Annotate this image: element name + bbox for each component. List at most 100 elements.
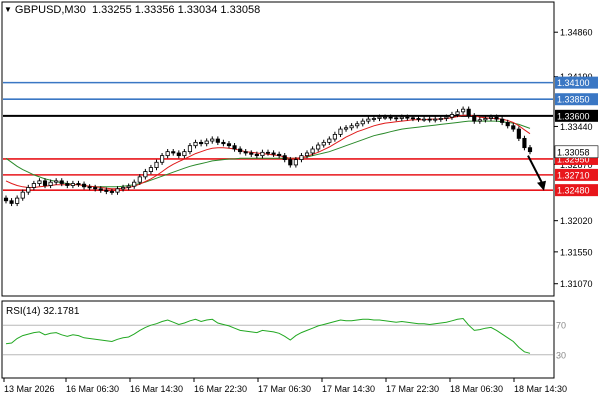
x-tick-label: 13 Mar 2026 — [4, 384, 55, 394]
candle-body — [3, 197, 9, 202]
collapse-triangle-icon: ▼ — [4, 5, 12, 14]
rsi-plot-frame — [1, 300, 555, 379]
candle-body — [505, 122, 510, 127]
candle-body — [176, 152, 181, 157]
candle-body — [488, 116, 494, 119]
candle-body — [104, 189, 109, 192]
candle-body — [265, 151, 271, 154]
candle-body — [343, 127, 349, 130]
candle-body — [249, 152, 254, 155]
current-price-label: 1.33058 — [557, 147, 590, 157]
x-tick-label: 16 Mar 06:30 — [66, 384, 119, 394]
candle-body — [332, 133, 337, 140]
arrow-head — [537, 180, 546, 191]
candle-body — [238, 148, 243, 153]
candle-body — [449, 114, 455, 118]
candle-body — [399, 116, 404, 119]
y-tick-label: 1.34860 — [560, 28, 593, 38]
candle-body — [93, 187, 98, 190]
candle-body — [527, 147, 533, 153]
candle-body — [98, 188, 103, 191]
y-tick-label: 1.31070 — [560, 279, 593, 289]
candle-body — [271, 152, 276, 155]
level-lines — [3, 81, 553, 191]
level-label: 1.32480 — [557, 186, 590, 196]
candle-body — [232, 145, 237, 150]
x-tick-label: 18 Mar 06:30 — [450, 384, 503, 394]
rsi-line — [5, 317, 531, 354]
rsi-level-label: 30 — [556, 350, 566, 360]
y-tick-label: 1.31550 — [560, 247, 593, 257]
candle-body — [148, 167, 154, 172]
x-tick-label: 17 Mar 06:30 — [258, 384, 311, 394]
candle-body — [466, 108, 471, 117]
candle-body — [115, 188, 120, 193]
candle-body — [477, 119, 482, 122]
candle-body — [316, 144, 321, 150]
candle-body — [416, 118, 421, 120]
candle-body — [226, 143, 232, 147]
arrow-shaft — [527, 155, 544, 186]
level-label-box — [555, 76, 598, 89]
candle-body — [54, 180, 59, 183]
candle-body — [472, 115, 477, 122]
candle-body — [160, 155, 165, 163]
candle-body — [494, 116, 499, 120]
level-label: 1.33850 — [557, 95, 590, 105]
candle-body — [137, 176, 142, 183]
candle-body — [321, 141, 326, 146]
candle-body — [70, 183, 75, 186]
y-tick-label: 1.33440 — [560, 122, 593, 132]
candle-body — [31, 183, 36, 188]
level-label-box — [555, 93, 598, 106]
candle-body — [360, 120, 365, 125]
candle-body — [483, 118, 488, 121]
candle-body — [522, 137, 527, 149]
candle-body — [109, 191, 114, 193]
candle-body — [182, 151, 187, 157]
x-tick-label: 16 Mar 14:30 — [130, 384, 183, 394]
candle-body — [210, 138, 215, 142]
candle-body — [500, 118, 505, 123]
level-label: 1.34100 — [557, 78, 590, 88]
candle-body — [310, 148, 315, 154]
candle-body — [366, 118, 371, 122]
time-axis: 13 Mar 2026 16 Mar 06:30 16 Mar 14:30 16 Ma… — [3, 378, 567, 394]
candle-body — [371, 118, 376, 120]
candle-body — [422, 118, 427, 121]
candle-body — [42, 180, 48, 186]
candle-body — [260, 151, 265, 157]
level-labels: 1.34100 1.33850 1.33600 1.32950 1.32710 1.324… — [554, 76, 599, 197]
candle-body — [243, 151, 248, 154]
candle-body — [388, 116, 393, 119]
candle-body — [461, 108, 466, 113]
main-plot-frame — [1, 1, 555, 297]
level-label-box — [555, 109, 598, 122]
candle-body — [433, 118, 438, 121]
candle-body — [410, 117, 416, 120]
candle-body — [143, 171, 148, 178]
candle-body — [438, 118, 443, 120]
candle-body — [304, 152, 310, 157]
candle-body — [187, 145, 193, 153]
candle-body — [299, 155, 304, 161]
x-tick-label: 17 Mar 14:30 — [322, 384, 375, 394]
level-label: 1.32710 — [557, 170, 590, 180]
candle-body — [405, 116, 410, 119]
candle-body — [9, 200, 14, 204]
candle-body — [37, 180, 42, 184]
candle-body — [349, 125, 354, 129]
candle-body — [215, 138, 220, 143]
candle-body — [20, 191, 25, 199]
candle-body — [511, 125, 516, 130]
candle-body — [444, 116, 449, 119]
candle-body — [48, 181, 53, 186]
candle-body — [132, 181, 137, 187]
candle-body — [204, 140, 209, 145]
candle-body — [59, 180, 64, 184]
candle-body — [154, 161, 159, 168]
candle-body — [338, 128, 343, 135]
candle-body — [327, 138, 332, 143]
candle-body — [254, 153, 259, 157]
